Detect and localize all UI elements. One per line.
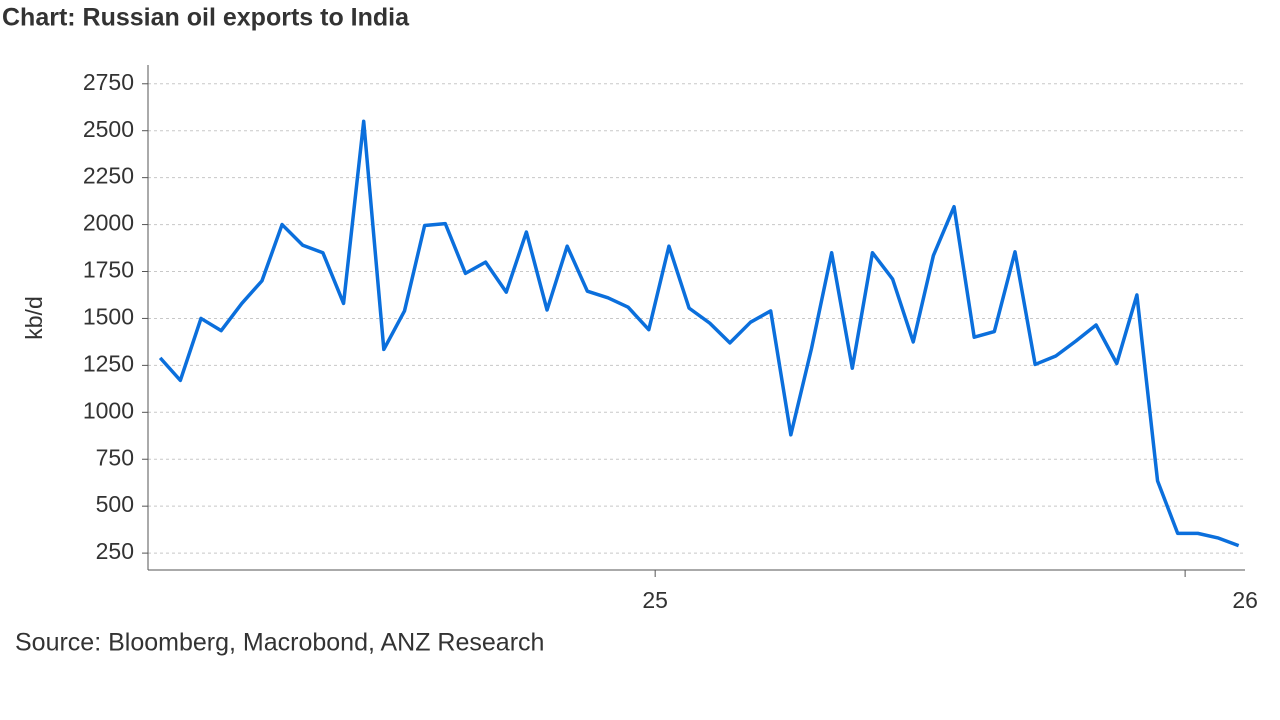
y-tick-label: 500 xyxy=(96,491,134,517)
y-tick-label: 1000 xyxy=(83,397,134,423)
y-tick-label: 1250 xyxy=(83,350,134,376)
y-tick-label: 2750 xyxy=(83,69,134,95)
y-tick-label: 250 xyxy=(96,538,134,564)
y-tick-label: 2250 xyxy=(83,163,134,189)
y-tick-label: 2000 xyxy=(83,210,134,236)
y-tick-label: 1750 xyxy=(83,257,134,283)
y-tick-label: 750 xyxy=(96,444,134,470)
x-tick-label: 25 xyxy=(642,587,668,613)
y-axis-label: kb/d xyxy=(21,296,47,339)
data-line xyxy=(158,119,1240,548)
y-tick-label: 2500 xyxy=(83,116,134,142)
y-tick-label: 1500 xyxy=(83,304,134,330)
source: Source: Bloomberg, Macrobond, ANZ Resear… xyxy=(15,629,544,657)
chart-title: Chart: Russian oil exports to India xyxy=(2,4,410,32)
x-tick-label: 26 xyxy=(1232,587,1258,613)
